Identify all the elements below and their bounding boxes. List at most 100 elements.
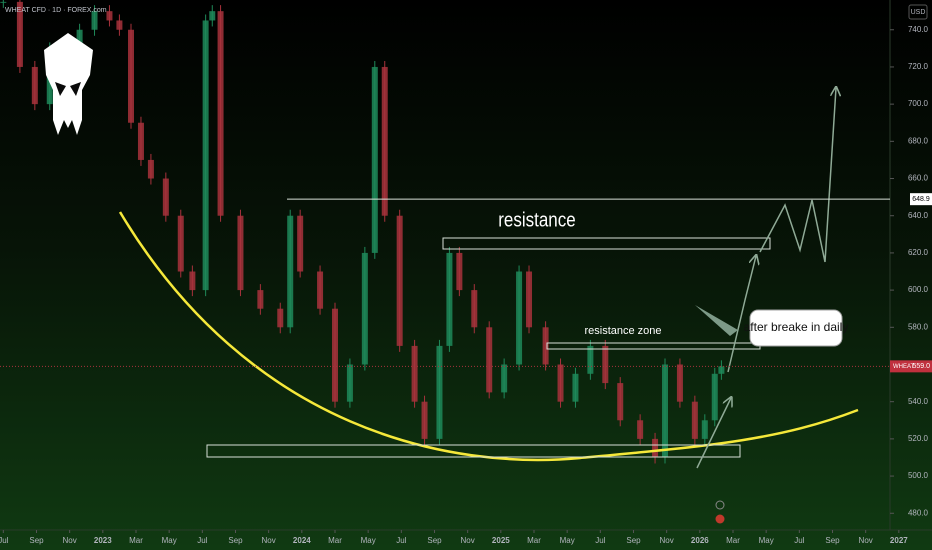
candle bbox=[31, 66, 38, 105]
candle bbox=[396, 215, 403, 346]
resistance-zone-label: resistance zone bbox=[584, 325, 661, 337]
x-tick-label: Sep bbox=[825, 536, 840, 545]
x-tick-label: Mar bbox=[129, 536, 143, 545]
x-tick-label: Nov bbox=[262, 536, 276, 545]
x-tick-label: Nov bbox=[461, 536, 475, 545]
x-tick-label: 2026 bbox=[691, 536, 709, 545]
candle bbox=[317, 271, 324, 309]
x-tick-label: 2023 bbox=[94, 536, 112, 545]
candle bbox=[652, 438, 659, 458]
candle bbox=[587, 345, 594, 374]
candle bbox=[486, 327, 493, 393]
x-tick-label: Mar bbox=[726, 536, 740, 545]
x-tick-label: Sep bbox=[427, 536, 442, 545]
y-tick-label: 580.0 bbox=[908, 322, 929, 331]
candle bbox=[662, 364, 669, 458]
candle bbox=[542, 327, 549, 365]
arrow bbox=[727, 256, 756, 373]
candle bbox=[572, 373, 579, 402]
price-line-label: 648.9 bbox=[912, 196, 930, 203]
candle bbox=[116, 20, 123, 30]
candle bbox=[602, 345, 609, 384]
candle bbox=[137, 122, 144, 160]
x-tick-label: Sep bbox=[228, 536, 243, 545]
y-tick-label: 660.0 bbox=[908, 174, 929, 183]
x-tick-label: Jul bbox=[595, 536, 605, 545]
y-tick-label: 520.0 bbox=[908, 434, 929, 443]
y-tick-label: 540.0 bbox=[908, 397, 929, 406]
candle bbox=[91, 11, 98, 30]
callout-text: after breake in daily bbox=[744, 320, 849, 334]
price-line-tag bbox=[910, 193, 932, 206]
resistance-label: resistance bbox=[498, 208, 575, 231]
candle bbox=[617, 383, 624, 421]
candle bbox=[202, 20, 209, 291]
x-tick-label: May bbox=[759, 536, 774, 545]
currency: USD bbox=[911, 9, 926, 16]
candle bbox=[237, 215, 244, 291]
candle bbox=[209, 11, 216, 21]
candle bbox=[381, 66, 388, 216]
x-tick-label: Mar bbox=[527, 536, 541, 545]
x-tick-label: Jul bbox=[396, 536, 406, 545]
rounding-bottom-curve bbox=[118, 211, 859, 462]
x-tick-label: May bbox=[361, 536, 376, 545]
candle bbox=[177, 215, 184, 272]
candle bbox=[106, 11, 113, 21]
callout-pointer bbox=[695, 305, 738, 336]
candle bbox=[637, 420, 644, 439]
candle bbox=[217, 11, 224, 216]
candle bbox=[526, 271, 533, 328]
x-tick-label: 2027 bbox=[890, 536, 908, 545]
y-tick-label: 640.0 bbox=[908, 211, 929, 220]
candle bbox=[128, 29, 135, 123]
callout-box bbox=[749, 309, 843, 347]
last-price-label: 559.0 bbox=[912, 363, 930, 370]
logo bbox=[44, 33, 93, 135]
candle bbox=[711, 373, 718, 421]
currency-box bbox=[908, 4, 928, 20]
x-tick-label: 2025 bbox=[492, 536, 510, 545]
candle bbox=[277, 308, 284, 328]
symbol-title: WHEAT CFD · 1D · FOREX.com bbox=[5, 7, 107, 14]
x-tick-label: Mar bbox=[328, 536, 342, 545]
candle bbox=[346, 364, 353, 402]
y-tick-label: 480.0 bbox=[908, 508, 929, 517]
candle bbox=[361, 252, 368, 365]
candle bbox=[691, 401, 698, 439]
x-tick-label: Jul bbox=[0, 536, 9, 545]
y-tick-label: 740.0 bbox=[908, 25, 929, 34]
candle bbox=[701, 420, 708, 439]
candle bbox=[297, 215, 304, 272]
arrow bbox=[696, 398, 731, 469]
x-tick-label: Sep bbox=[626, 536, 641, 545]
candle bbox=[421, 401, 428, 439]
candle bbox=[147, 159, 154, 179]
last-price-tag bbox=[890, 360, 932, 373]
y-tick-label: 600.0 bbox=[908, 285, 929, 294]
candle bbox=[189, 271, 196, 291]
y-tick-label: 700.0 bbox=[908, 99, 929, 108]
candle bbox=[331, 308, 338, 402]
y-tick-label: 720.0 bbox=[908, 62, 929, 71]
event-icons bbox=[715, 500, 725, 524]
x-tick-label: 2024 bbox=[293, 536, 311, 545]
y-tick-label: 620.0 bbox=[908, 248, 929, 257]
price-series bbox=[0, 0, 725, 464]
candle bbox=[557, 364, 564, 402]
candle bbox=[162, 178, 169, 216]
resistance-box bbox=[442, 237, 771, 250]
candle bbox=[501, 364, 508, 393]
y-tick-label: 500.0 bbox=[908, 471, 929, 480]
x-tick-label: Sep bbox=[29, 536, 44, 545]
candle bbox=[0, 1, 7, 3]
x-tick-label: May bbox=[162, 536, 177, 545]
candle bbox=[287, 215, 294, 328]
candle bbox=[718, 366, 725, 374]
candle bbox=[446, 252, 453, 346]
x-tick-label: Jul bbox=[794, 536, 804, 545]
x-tick-label: May bbox=[560, 536, 575, 545]
candle bbox=[516, 271, 523, 365]
candle bbox=[676, 364, 683, 402]
